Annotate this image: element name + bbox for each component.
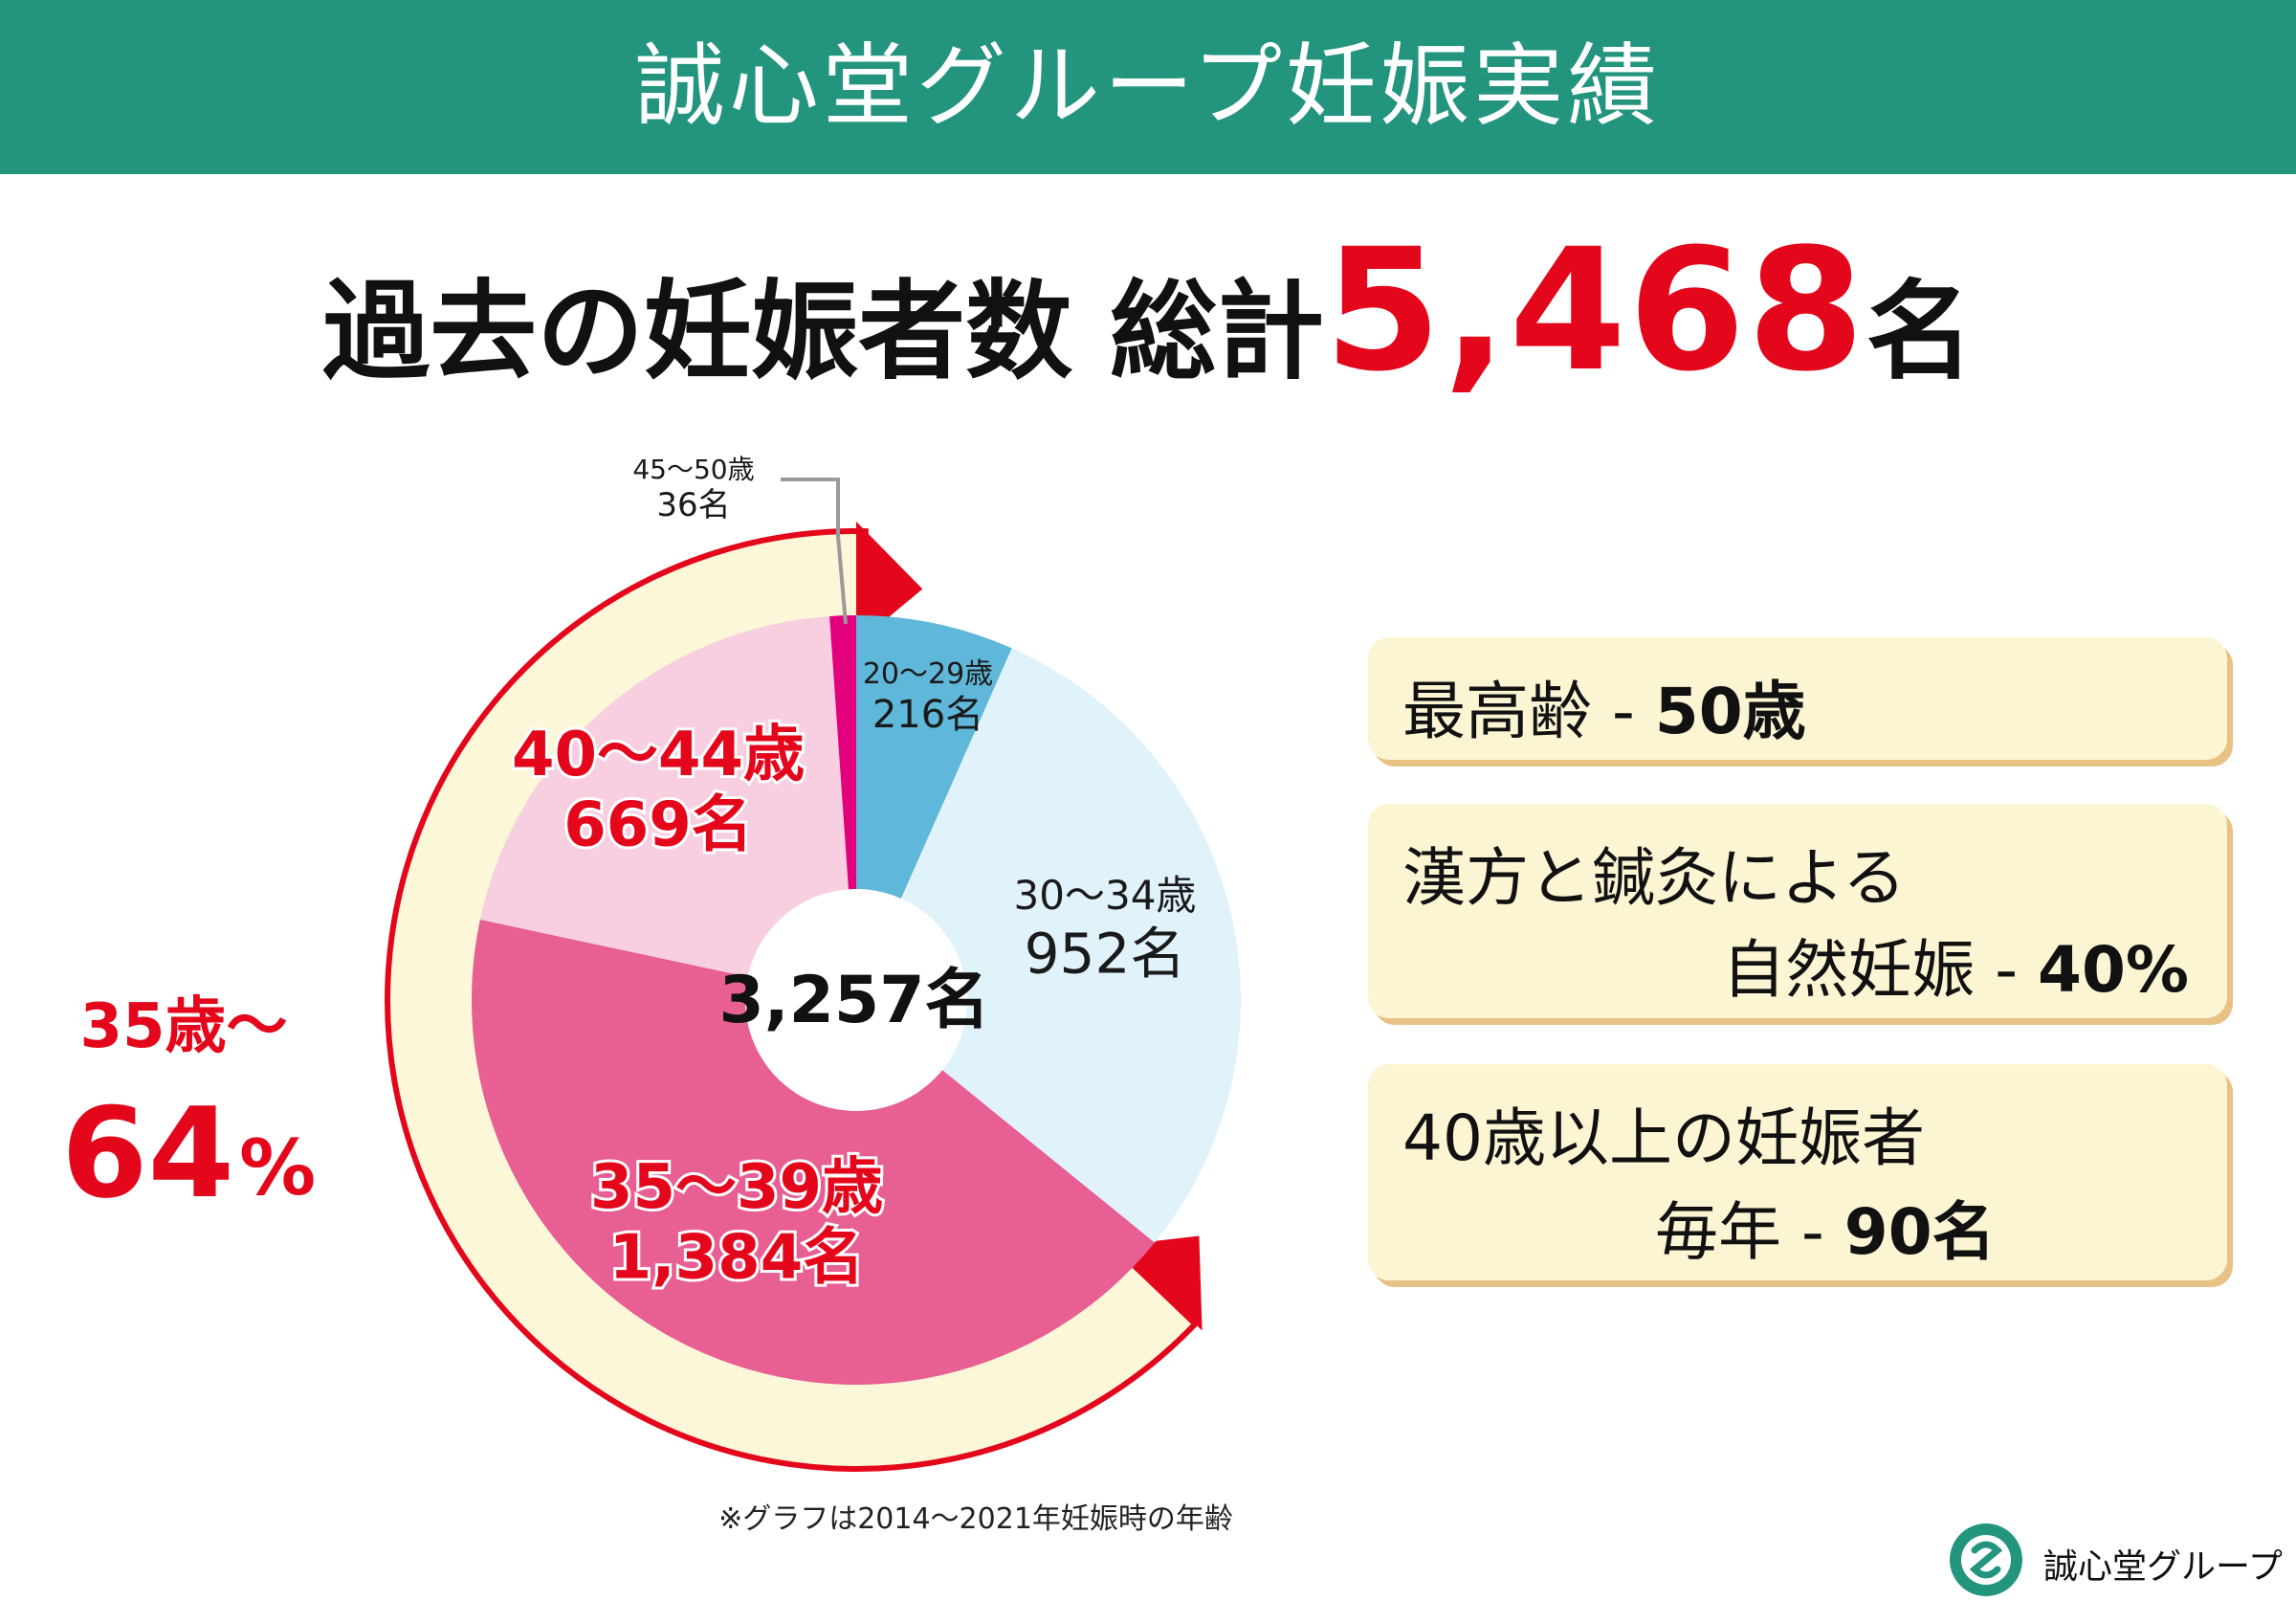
slice-category-label-40-44: 40〜44歳: [512, 720, 805, 790]
slice-value-label-45-50: 36名: [656, 486, 730, 524]
slice-value-label-20-29: 216名: [872, 693, 983, 737]
slice-category-label-35-39: 35〜39歳: [590, 1152, 883, 1223]
card-oldest-age-label: 最高齢 -: [1402, 675, 1655, 748]
annotation-unit: %: [239, 1123, 316, 1212]
footnote: ※グラフは2014〜2021年妊娠時の年齢: [718, 1502, 1233, 1536]
arc-arrowhead-top: [856, 522, 923, 644]
headline-label: 過去の妊娠者数 総計: [322, 270, 1325, 394]
slice-category-label-45-50: 45〜50歳: [632, 454, 754, 485]
slice-category-label-20-29: 20〜29歳: [863, 657, 993, 691]
annotation-value: 64: [61, 1080, 234, 1226]
annotation-line1: 35歳〜: [79, 991, 287, 1062]
donut-slices: [471, 615, 1241, 1386]
slice-value-label-30-34: 952名: [1025, 922, 1186, 987]
slice-category-label-30-34: 30〜34歳: [1014, 872, 1197, 919]
donut-hole: [745, 889, 967, 1111]
donut-slice-40-44: [479, 615, 850, 978]
headline-unit: 名: [1866, 270, 1974, 394]
card-oldest-age-value: 50歳: [1654, 675, 1806, 748]
slice-value-label-35-39: 1,384名: [609, 1223, 864, 1294]
donut-slice-20-29: [856, 615, 1012, 900]
card-natural-pregnancy-value: 40%: [2038, 933, 2189, 1007]
card-over-40-value: 90名: [1843, 1195, 1996, 1269]
age-35-plus-annotation: 35歳〜 64 %: [61, 991, 316, 1226]
slice-value-label-40-44: 669名: [563, 790, 753, 861]
card-natural-pregnancy-line1: 漢方と鍼灸による: [1402, 841, 1907, 915]
donut-slice-30-34: [900, 648, 1241, 1243]
card-natural-pregnancy: 漢方と鍼灸による 自然妊娠 - 40%: [1368, 804, 2227, 1018]
card-over-40-line1: 40歳以上の妊娠者: [1402, 1101, 1925, 1175]
brand-logo-icon: [1950, 1523, 2022, 1596]
title-banner: [0, 0, 2296, 174]
donut-slice-35-39: [471, 919, 1155, 1386]
headline-total: 5,468: [1324, 212, 1866, 409]
headline: 過去の妊娠者数 総計5,468名: [0, 212, 2296, 409]
banner-title: 誠心堂グループ妊娠実績: [634, 34, 1662, 139]
donut-slice-45-50: [829, 615, 856, 892]
card-natural-pregnancy-line2: 自然妊娠 -: [1722, 933, 2039, 1007]
card-oldest-age: 最高齢 - 50歳: [1368, 637, 2227, 760]
card-over-40: 40歳以上の妊娠者 毎年 - 90名: [1368, 1064, 2227, 1280]
small-slice-leader-line: [781, 478, 848, 625]
brand-name: 誠心堂グループ: [2043, 1547, 2283, 1587]
donut-center-label: 3,257名: [718, 963, 989, 1038]
card-over-40-line2: 毎年 -: [1655, 1195, 1844, 1269]
